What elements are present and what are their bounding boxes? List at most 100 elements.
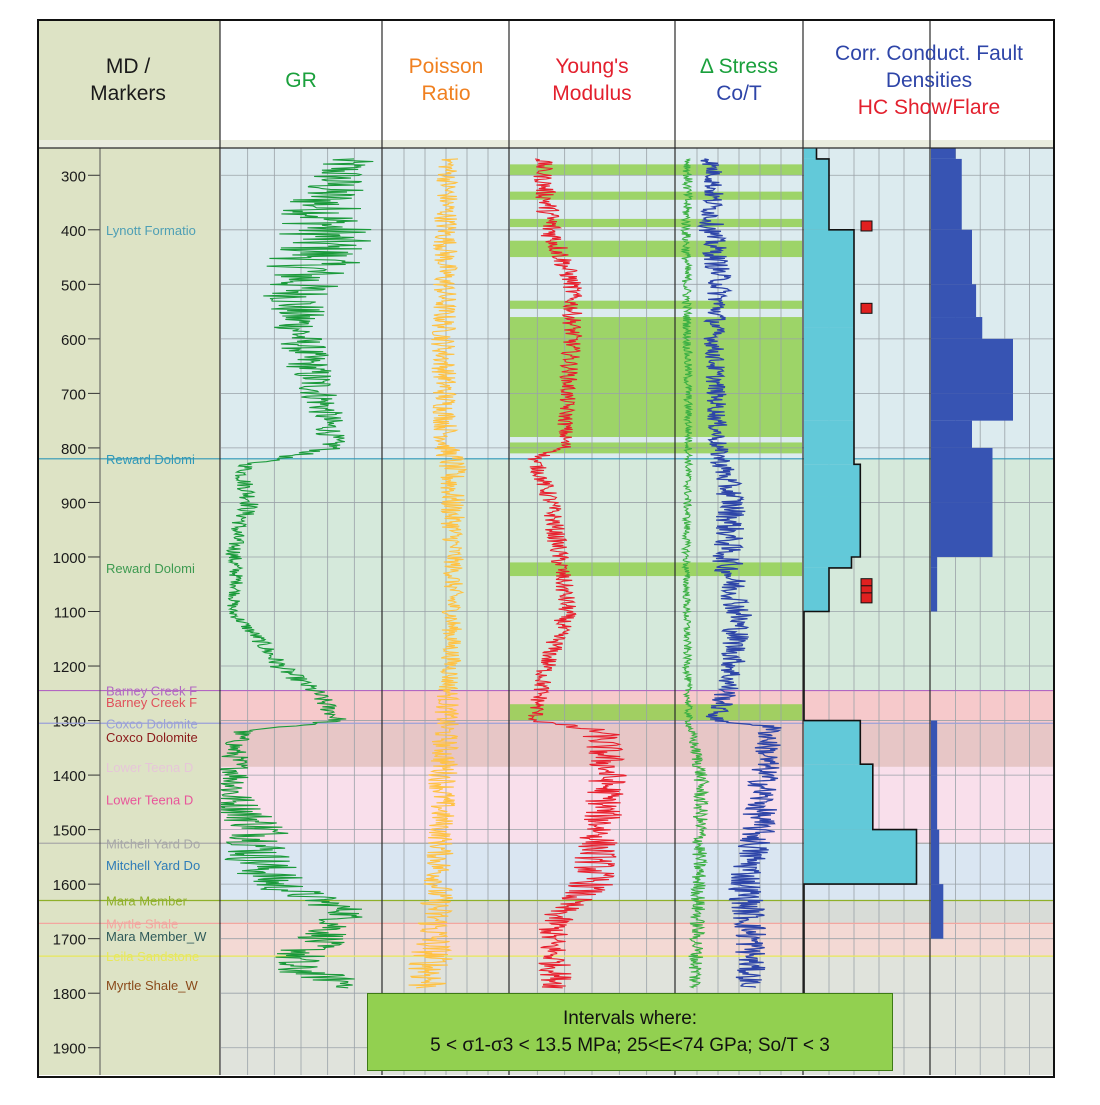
marker-label: Mitchell Yard Do	[106, 858, 200, 873]
marker-label: Mara Member_W	[106, 929, 207, 944]
depth-tick-label: 700	[61, 386, 86, 403]
fault-density-bar	[931, 829, 940, 885]
header-gr-line1: GR	[285, 68, 317, 92]
header-youngs: Young's Modulus	[510, 20, 674, 140]
header-fault: Corr. Conduct. Fault Densities HC Show/F…	[804, 20, 1054, 140]
depth-tick-label: 1200	[53, 659, 86, 676]
legend-line-2: 5 < σ1-σ3 < 13.5 MPa; 25<E<74 GPa; So/T …	[430, 1035, 830, 1056]
header-poisson-line1: Poisson	[408, 55, 484, 78]
header-poisson-line2: Ratio	[421, 82, 471, 105]
depth-tick-label: 1500	[53, 823, 86, 840]
fault-density-bar	[931, 338, 1013, 394]
depth-tick-label: 1600	[53, 877, 86, 894]
fault-density-bar	[931, 148, 956, 159]
header-poisson: Poisson Ratio	[383, 20, 509, 140]
highlight-interval	[510, 317, 802, 438]
depth-tick-label: 1000	[53, 550, 86, 567]
highlight-interval	[510, 704, 802, 721]
fault-density-bar	[931, 502, 993, 557]
header-youngs-line1: Young's	[555, 55, 629, 78]
marker-label: Myrtle Shale_W	[106, 978, 198, 993]
zone-band	[221, 843, 1054, 901]
header-stress-line1: Δ Stress	[699, 55, 779, 78]
fault-density-bar	[931, 229, 972, 285]
marker-label: Lower Teena D	[106, 760, 193, 775]
zone-band	[221, 766, 1054, 844]
conductivity-fill	[804, 229, 854, 328]
conductivity-outline	[803, 148, 918, 994]
fault-density-bar	[931, 393, 1013, 421]
marker-label: Barney Creek F	[106, 684, 197, 699]
depth-tick-label: 1100	[54, 605, 86, 622]
header-stress-line2: Co/T	[716, 82, 762, 105]
header-md-line1: MD /	[105, 55, 151, 78]
outer-frame	[37, 19, 1055, 1078]
conductivity-fill	[804, 327, 854, 421]
criteria-legend-box: Intervals where: 5 < σ1-σ3 < 13.5 MPa; 2…	[367, 993, 893, 1071]
conductivity-fill	[804, 496, 861, 557]
depth-tick-label: 300	[61, 168, 86, 185]
conductivity-fill	[804, 764, 873, 830]
depth-tick-label: 800	[61, 441, 86, 458]
header-fault-line2: Densities	[885, 68, 973, 92]
fault-density-bar	[931, 884, 944, 939]
fault-density-bar	[931, 317, 983, 339]
depth-tick-label: 1800	[53, 986, 86, 1003]
marker-label: Lynott Formatio	[106, 223, 196, 238]
depth-tick-label: 400	[61, 223, 86, 240]
depth-tick-label: 1300	[53, 714, 86, 731]
gridlines	[88, 148, 1054, 1075]
marker-label: Myrtle Shale	[106, 916, 178, 931]
fault-density-bar	[931, 556, 938, 568]
marker-label: Reward Dolomi	[106, 561, 195, 576]
highlight-interval	[510, 191, 802, 200]
compressive-strength-curve	[696, 158, 782, 988]
conductivity-fill	[804, 829, 917, 885]
fault-density-bar	[931, 775, 938, 830]
header-md-cell	[38, 20, 220, 140]
depth-tick-label: 1700	[53, 932, 86, 949]
highlight-interval	[510, 300, 802, 309]
fault-density-bar	[931, 447, 993, 503]
depth-tick-label: 1400	[53, 768, 86, 785]
marker-label: Barney Creek F	[106, 695, 197, 710]
hc-show-marker	[860, 220, 873, 232]
conductivity-fill	[804, 148, 817, 159]
marker-label: Coxco Dolomite	[106, 730, 198, 745]
youngs-modulus-curve	[527, 158, 627, 989]
fault-density-bar	[931, 158, 962, 230]
conductivity-fill	[804, 158, 829, 230]
fault-density-bar	[931, 420, 972, 448]
conductivity-fill	[804, 567, 829, 612]
highlight-interval	[510, 240, 802, 258]
tensile-strength-curve	[679, 158, 710, 989]
zone-band	[221, 723, 1054, 767]
header-md-markers: MD / Markers	[38, 20, 218, 140]
legend-line-1: Intervals where:	[562, 1008, 698, 1029]
marker-label: Leila Sandstone	[106, 949, 199, 964]
depth-tick-label: 600	[61, 332, 86, 349]
gr-curve	[220, 158, 374, 989]
conductivity-fill	[804, 556, 852, 568]
depth-tick-label: 900	[61, 495, 86, 512]
conductivity-fill	[804, 464, 861, 497]
highlight-interval	[510, 218, 802, 228]
fault-density-bar	[931, 284, 977, 318]
header-separator	[38, 140, 1054, 148]
marker-label: Mitchell Yard Do	[106, 836, 200, 851]
marker-label: Lower Teena D	[106, 793, 193, 808]
header-stress: Δ Stress Co/T	[676, 20, 802, 140]
header-hc-line: HC Show/Flare	[857, 95, 1001, 119]
marker-label: Mara Member	[106, 894, 188, 909]
marker-label: Reward Dolomi	[106, 452, 195, 467]
header-fault-line1: Corr. Conduct. Fault	[835, 41, 1023, 65]
depth-tick-label: 500	[61, 277, 86, 294]
header-youngs-line2: Modulus	[552, 82, 632, 105]
poisson-ratio-curve	[408, 158, 468, 989]
marker-label: Coxco Dolomite	[106, 716, 198, 731]
fault-density-bar	[931, 567, 938, 612]
hc-show-marker	[860, 302, 873, 314]
highlight-interval	[510, 164, 802, 176]
